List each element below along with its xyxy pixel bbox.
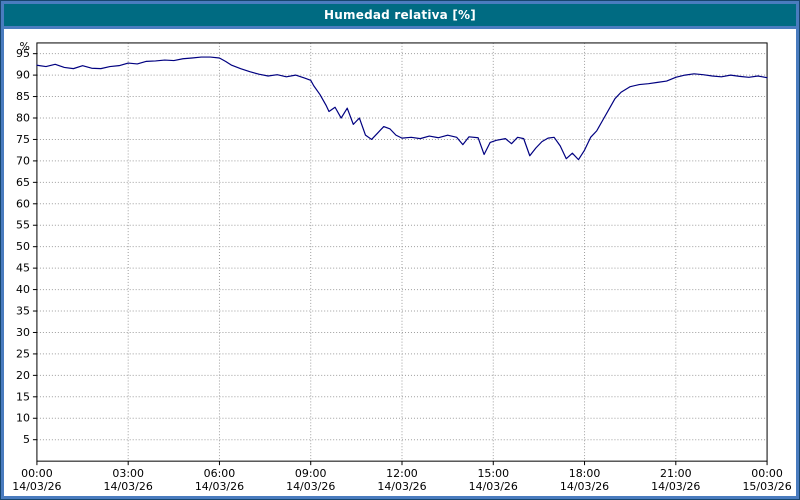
window-titlebar: Humedad relativa [%] bbox=[4, 4, 796, 26]
x-tick-time-label: 09:00 bbox=[295, 467, 327, 480]
y-tick-label: 20 bbox=[16, 369, 30, 382]
x-tick-time-label: 06:00 bbox=[204, 467, 236, 480]
y-tick-label: 70 bbox=[16, 154, 30, 167]
x-tick-date-label: 14/03/26 bbox=[286, 480, 335, 493]
x-tick-time-label: 21:00 bbox=[660, 467, 692, 480]
y-tick-label: 10 bbox=[16, 412, 30, 425]
x-tick-date-label: 14/03/26 bbox=[377, 480, 426, 493]
y-tick-label: 85 bbox=[16, 90, 30, 103]
x-tick-time-label: 18:00 bbox=[569, 467, 601, 480]
y-tick-label: 55 bbox=[16, 219, 30, 232]
y-tick-label: 30 bbox=[16, 326, 30, 339]
x-tick-date-label: 14/03/26 bbox=[12, 480, 61, 493]
y-tick-label: 50 bbox=[16, 240, 30, 253]
x-tick-date-label: 14/03/26 bbox=[195, 480, 244, 493]
y-axis-unit-label: % bbox=[20, 40, 30, 53]
y-tick-label: 95 bbox=[16, 47, 30, 60]
y-tick-label: 45 bbox=[16, 262, 30, 275]
humidity-series-line bbox=[36, 56, 768, 161]
x-tick-time-label: 00:00 bbox=[21, 467, 53, 480]
y-tick-label: 25 bbox=[16, 347, 30, 360]
x-tick-date-label: 14/03/26 bbox=[651, 480, 700, 493]
x-tick-time-label: 15:00 bbox=[477, 467, 509, 480]
x-tick-date-label: 14/03/26 bbox=[469, 480, 518, 493]
chart-panel: 5 10 15 20 25 30 35 40 45 50 55 60 65 70 75 80 85 90 95 00:… bbox=[4, 29, 796, 496]
y-tick-label: 35 bbox=[16, 305, 30, 318]
y-tick-label: 15 bbox=[16, 390, 30, 403]
y-tick-label: 80 bbox=[16, 111, 30, 124]
y-tick-label: 75 bbox=[16, 133, 30, 146]
x-tick-date-label: 14/03/26 bbox=[104, 480, 153, 493]
y-tick-label: 5 bbox=[23, 433, 30, 446]
x-tick-time-label: 03:00 bbox=[112, 467, 144, 480]
y-tick-label: 60 bbox=[16, 197, 30, 210]
x-tick-date-label: 14/03/26 bbox=[560, 480, 609, 493]
x-tick-date-label: 15/03/26 bbox=[742, 480, 791, 493]
chart-title: Humedad relativa [%] bbox=[324, 8, 476, 22]
x-tick-time-label: 12:00 bbox=[386, 467, 418, 480]
humidity-line-chart: 5 10 15 20 25 30 35 40 45 50 55 60 65 70 75 80 85 90 95 00:… bbox=[12, 40, 791, 493]
y-tick-label: 65 bbox=[16, 176, 30, 189]
plot-border bbox=[36, 42, 768, 462]
y-tick-label: 40 bbox=[16, 283, 30, 296]
x-tick-time-label: 00:00 bbox=[751, 467, 783, 480]
y-tick-label: 90 bbox=[16, 69, 30, 82]
